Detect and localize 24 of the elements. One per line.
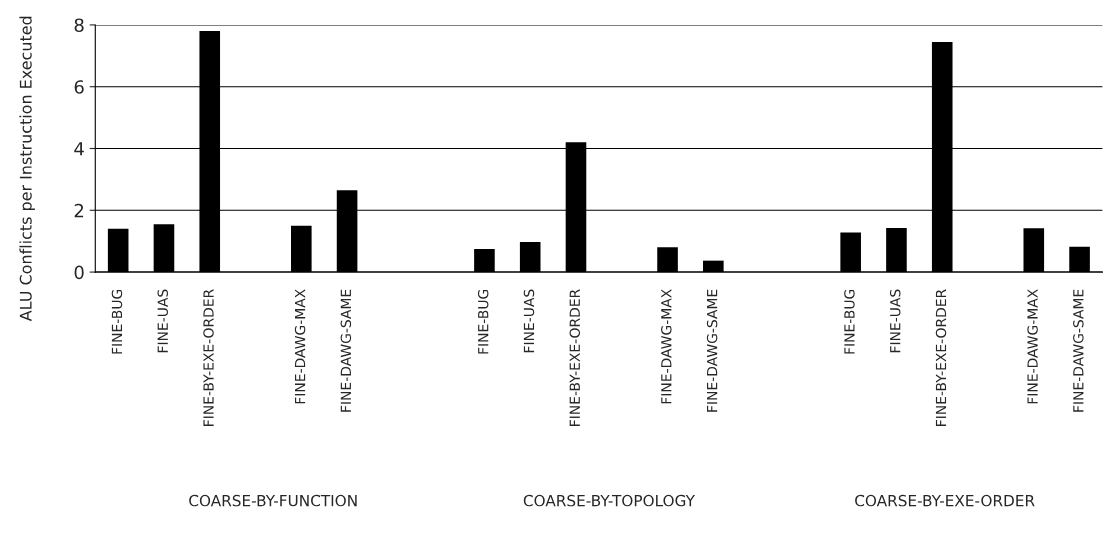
- y-tick-label: 8: [74, 18, 84, 33]
- x-tick-label: FINE-DAWG-MAX: [294, 289, 306, 404]
- y-tick-label: 4: [74, 142, 84, 156]
- x-tick-label: FINE-BY-EXE-ORDER: [569, 289, 581, 426]
- text: COARSE-BY-TOPOLOGY: [523, 494, 696, 507]
- x-tick-label: FINE-UAS: [157, 289, 168, 353]
- y-tick-label: 6: [74, 80, 84, 94]
- x-tick-label: FINE-BUG: [477, 289, 489, 354]
- text: COARSE-BY-EXE-ORDER: [855, 494, 1035, 507]
- x-tick-label: FINE-DAWG-SAME: [706, 289, 718, 412]
- x-tick-label: FINE-DAWG-SAME: [1073, 289, 1084, 412]
- x-tick-label: FINE-BY-EXE-ORDER: [203, 289, 214, 426]
- x-tick-label: FINE-BY-EXE-ORDER: [935, 289, 947, 426]
- y-tick-label: 0: [74, 265, 84, 280]
- text: COARSE-BY-FUNCTION: [189, 494, 357, 507]
- x-tick-label: FINE-DAWG-MAX: [661, 289, 672, 404]
- y-axis-title: ALU Conflicts per Instruction Executed: [19, 16, 35, 322]
- y-tick-label: 2: [74, 203, 84, 218]
- x-tick-label: FINE-UAS: [889, 289, 901, 353]
- x-tick-label: FINE-UAS: [523, 289, 535, 353]
- x-tick-label: FINE-DAWG-SAME: [340, 289, 352, 412]
- x-tick-label: FINE-DAWG-MAX: [1027, 289, 1038, 404]
- x-tick-label: FINE-BUG: [844, 289, 855, 354]
- x-tick-label: FINE-BUG: [111, 289, 123, 354]
